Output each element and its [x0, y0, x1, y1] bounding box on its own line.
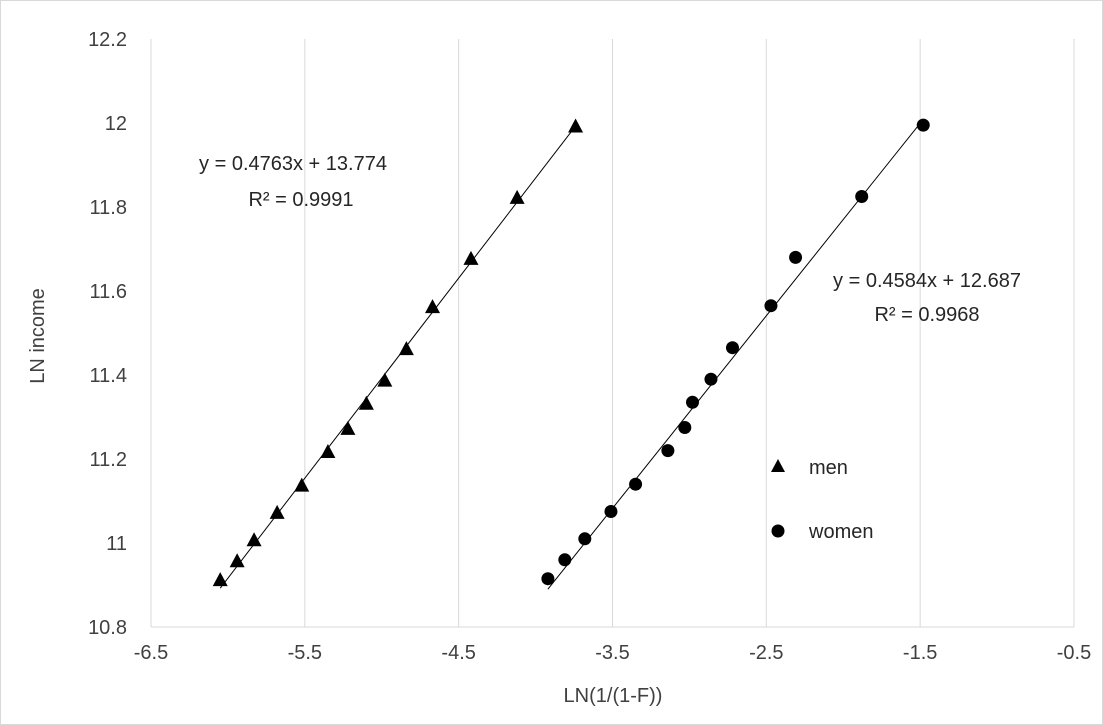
- x-tick-label: -3.5: [595, 642, 629, 664]
- women-point: [558, 553, 572, 567]
- women-trendline-equation: y = 0.4584x + 12.687: [833, 270, 1021, 292]
- men-point: [212, 572, 228, 587]
- x-tick-label: -1.5: [903, 642, 937, 664]
- x-tick-label: -0.5: [1057, 642, 1091, 664]
- y-tick-label: 12: [105, 113, 127, 135]
- women-point: [604, 505, 618, 518]
- x-tick-label: -6.5: [134, 642, 168, 664]
- men-point: [425, 299, 441, 314]
- legend-label-men: men: [809, 457, 848, 479]
- men-point: [246, 532, 262, 547]
- women-point: [541, 572, 555, 586]
- women-point: [661, 444, 675, 458]
- y-tick-label: 11: [106, 533, 127, 555]
- men-point: [294, 477, 310, 492]
- men-point: [377, 372, 393, 387]
- men-point: [398, 341, 414, 356]
- women-point: [789, 250, 803, 264]
- axes: -6.5 -5.5 -4.5 -3.5 -2.5 -1.5 -0.5 10.8 11 11.2 11…: [88, 29, 1091, 664]
- women-trendline: [547, 119, 924, 590]
- x-tick-label: -4.5: [441, 642, 475, 664]
- legend: men women: [771, 457, 873, 543]
- y-tick-label: 11.6: [90, 281, 127, 303]
- men-point: [509, 189, 525, 204]
- women-point: [685, 395, 699, 409]
- men-point: [229, 553, 245, 568]
- women-point: [678, 421, 692, 434]
- men-point: [269, 504, 285, 519]
- men-point: [340, 420, 356, 435]
- y-tick-label: 11.4: [90, 365, 127, 387]
- legend-circle-icon: [771, 524, 785, 538]
- data-points: [212, 118, 930, 587]
- y-tick-label: 11.2: [90, 449, 127, 471]
- women-point: [704, 372, 718, 386]
- women-point: [629, 477, 643, 491]
- women-point: [855, 190, 869, 203]
- men-point: [320, 444, 336, 459]
- women-point: [764, 299, 778, 313]
- men-r-squared: R² = 0.9991: [248, 189, 353, 211]
- gridlines: [150, 39, 1075, 627]
- men-trendline-equation: y = 0.4763x + 13.774: [199, 153, 387, 175]
- x-tick-label: -5.5: [288, 642, 322, 664]
- y-tick-label: 10.8: [88, 617, 127, 639]
- men-point: [568, 118, 584, 133]
- women-point: [725, 341, 739, 355]
- y-axis-title: LN income: [27, 288, 49, 384]
- men-point: [358, 395, 374, 410]
- women-point: [916, 118, 930, 132]
- women-r-squared: R² = 0.9968: [874, 304, 979, 326]
- y-tick-label: 12.2: [88, 29, 127, 51]
- legend-label-women: women: [808, 521, 873, 543]
- x-axis-title: LN(1/(1-F)): [564, 685, 663, 707]
- men-point: [463, 250, 479, 265]
- y-tick-label: 11.8: [90, 197, 127, 219]
- women-point: [578, 532, 592, 546]
- legend-triangle-icon: [771, 459, 785, 472]
- x-tick-label: -2.5: [749, 642, 783, 664]
